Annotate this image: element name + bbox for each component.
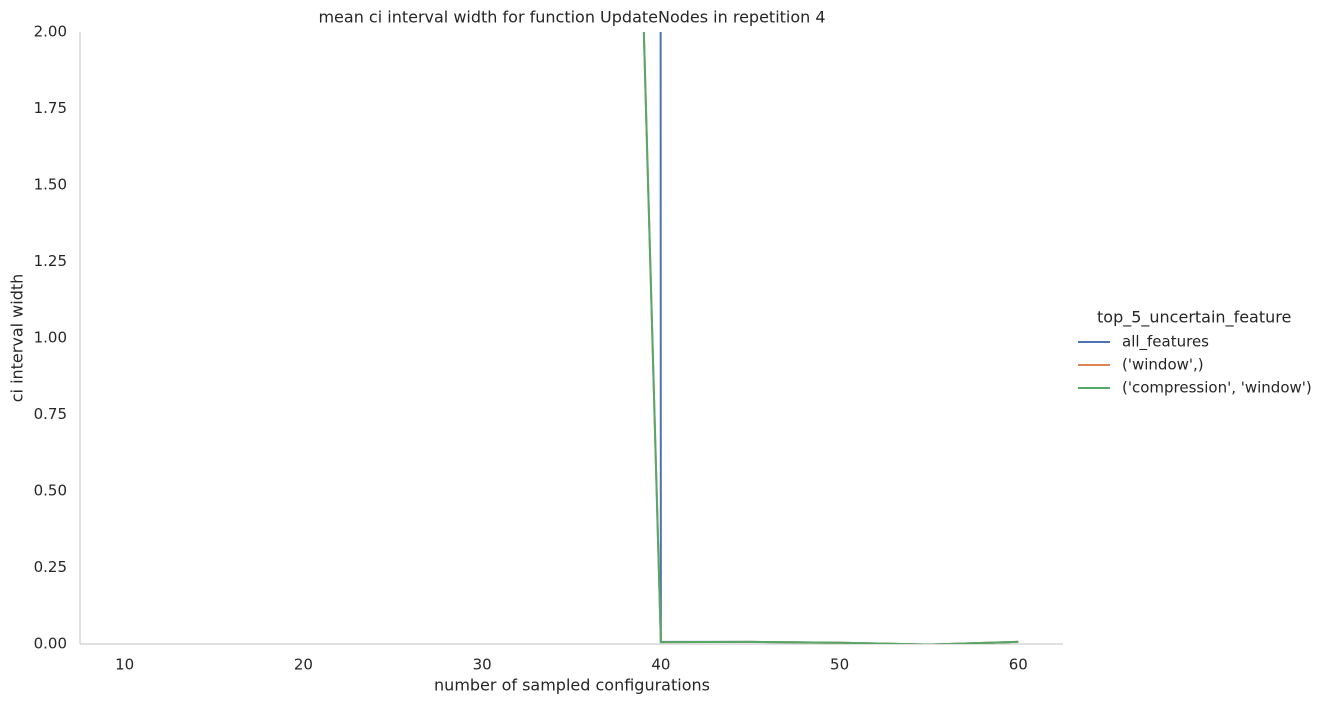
y-axis-label: ci interval width	[8, 274, 27, 403]
y-tick-label: 1.50	[34, 176, 67, 194]
y-tick-label: 0.00	[34, 635, 67, 653]
x-tick-label: 60	[1009, 656, 1028, 674]
y-tick-label: 2.00	[34, 23, 67, 41]
y-tick-label: 0.25	[34, 558, 67, 576]
y-tick-label: 1.25	[34, 252, 67, 270]
x-axis-label: number of sampled configurations	[434, 676, 710, 695]
plot-area	[642, 32, 1019, 644]
series-line	[642, 32, 1019, 644]
x-tick-label: 10	[115, 656, 134, 674]
y-tick-label: 0.75	[34, 405, 67, 423]
legend-label: all_features	[1122, 333, 1209, 352]
y-tick-label: 1.00	[34, 329, 67, 347]
chart-title: mean ci interval width for function Upda…	[318, 8, 825, 27]
x-tick-label: 50	[830, 656, 849, 674]
series-line	[659, 32, 1019, 644]
y-tick-label: 0.50	[34, 482, 67, 500]
y-tick-label: 1.75	[34, 99, 67, 117]
x-tick-label: 30	[473, 656, 492, 674]
series-line	[642, 32, 1019, 644]
legend-title: top_5_uncertain_feature	[1097, 308, 1291, 328]
legend-label: ('compression', 'window')	[1122, 379, 1312, 397]
x-tick-label: 20	[294, 656, 313, 674]
legend-label: ('window',)	[1122, 356, 1204, 374]
x-tick-label: 40	[651, 656, 670, 674]
